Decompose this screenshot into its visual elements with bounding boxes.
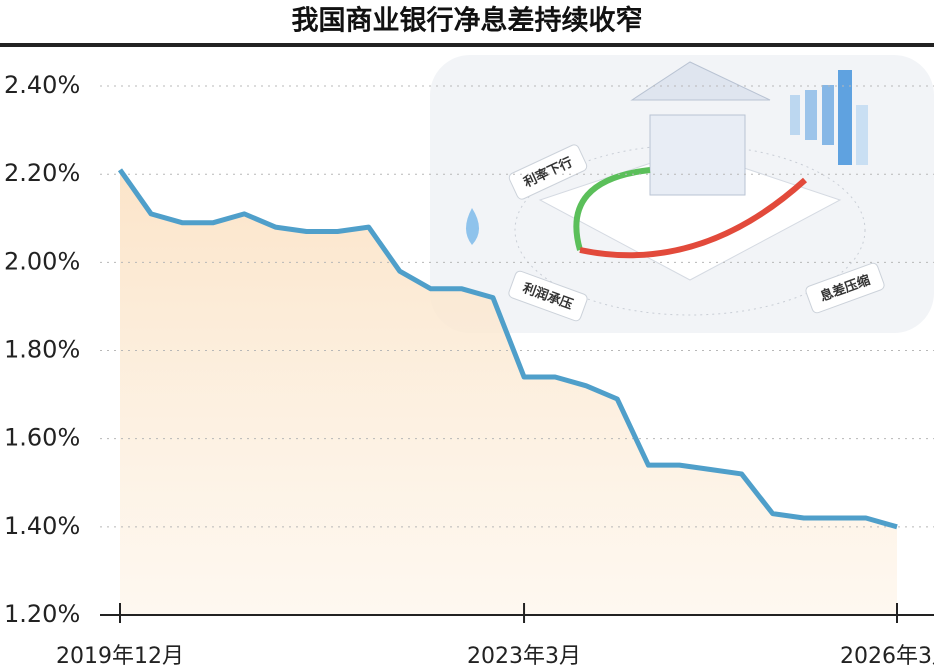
deco-bar: [838, 70, 852, 165]
y-tick-label: 2.00%: [4, 247, 80, 275]
y-tick-label: 1.60%: [4, 424, 80, 452]
deco-bar: [805, 90, 817, 140]
y-tick-label: 1.80%: [4, 336, 80, 364]
y-tick-label: 2.20%: [4, 159, 80, 187]
x-tick-label: 2026年3月: [840, 644, 934, 669]
arrow: [579, 177, 808, 259]
deco-bar: [822, 85, 834, 145]
bank-roof: [630, 61, 771, 101]
x-tick-label: 2019年12月: [56, 644, 184, 669]
x-tick-label: 2023年3月: [467, 644, 581, 669]
deco-bar: [790, 95, 800, 135]
area: [120, 169, 897, 616]
y-tick-label: 1.40%: [4, 512, 80, 540]
tag-box: [508, 270, 588, 322]
bank: [649, 114, 746, 196]
y-tick-label: 2.40%: [4, 71, 80, 99]
chart-title: 我国商业银行净息差持续收窄: [292, 5, 643, 37]
title-rule: [0, 43, 934, 47]
tag-box: [508, 144, 588, 200]
deco-bar: [856, 105, 868, 165]
line: [117, 168, 898, 530]
tag-box: [805, 262, 885, 314]
y-tick-label: 1.20%: [4, 600, 80, 628]
drop: [466, 208, 479, 245]
arrow: [573, 167, 651, 251]
